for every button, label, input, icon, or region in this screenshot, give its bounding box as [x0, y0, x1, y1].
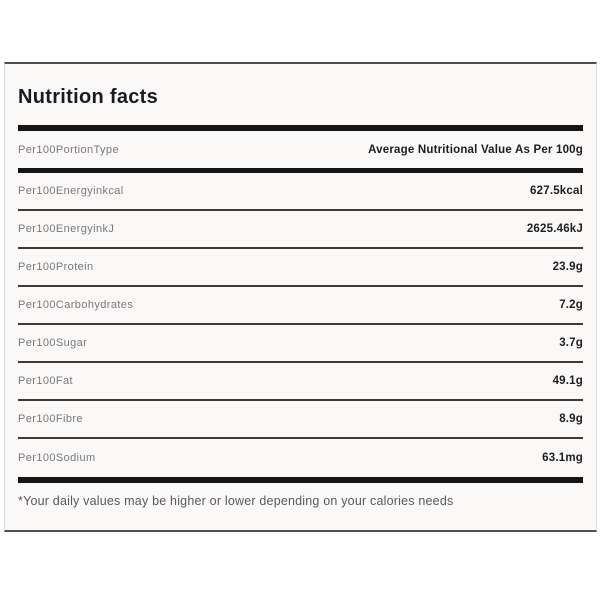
nutrient-label: Per100Fibre	[18, 413, 83, 425]
table-header-row: Per100PortionType Average Nutritional Va…	[18, 131, 583, 168]
table-row-fat: Per100Fat 49.1g	[18, 363, 583, 401]
table-row-energy-kj: Per100EnergyinkJ 2625.46kJ	[18, 211, 583, 249]
nutrient-label: Per100Fat	[18, 375, 73, 387]
nutrient-value: 2625.46kJ	[526, 223, 583, 235]
nutrient-label: Per100Sodium	[18, 452, 96, 464]
heavy-divider-top	[18, 125, 583, 131]
table-row-energy-kcal: Per100Energyinkcal 627.5kcal	[18, 173, 583, 211]
nutrient-label: Per100Energyinkcal	[18, 185, 124, 197]
nutrient-label: Per100Protein	[18, 261, 94, 273]
nutrient-value: 3.7g	[559, 337, 583, 349]
table-row-sodium: Per100Sodium 63.1mg	[18, 439, 583, 477]
nutrient-label: Per100EnergyinkJ	[18, 223, 115, 235]
heavy-divider-header	[18, 168, 583, 173]
table-row-sugar: Per100Sugar 3.7g	[18, 325, 583, 363]
table-row-carbohydrates: Per100Carbohydrates 7.2g	[18, 287, 583, 325]
nutrient-value: 23.9g	[552, 261, 583, 273]
nutrient-label: Per100Sugar	[18, 337, 88, 349]
header-average-value-label: Average Nutritional Value As Per 100g	[368, 143, 583, 156]
nutrient-rows: Per100Energyinkcal 627.5kcal Per100Energ…	[18, 173, 583, 477]
header-portion-type-label: Per100PortionType	[18, 143, 119, 156]
nutrient-value: 49.1g	[552, 375, 583, 387]
nutrient-value: 627.5kcal	[530, 185, 583, 197]
nutrition-facts-title: Nutrition facts	[18, 86, 159, 108]
table-row-protein: Per100Protein 23.9g	[18, 249, 583, 287]
heavy-divider-bottom	[18, 477, 583, 483]
daily-values-footnote: *Your daily values may be higher or lowe…	[18, 494, 454, 508]
nutrient-value: 8.9g	[559, 413, 583, 425]
nutrient-label: Per100Carbohydrates	[18, 299, 134, 311]
nutrition-facts-card: Nutrition facts Per100PortionType Averag…	[4, 62, 597, 532]
nutrient-value: 7.2g	[559, 299, 583, 311]
nutrient-value: 63.1mg	[542, 452, 583, 464]
table-row-fibre: Per100Fibre 8.9g	[18, 401, 583, 439]
